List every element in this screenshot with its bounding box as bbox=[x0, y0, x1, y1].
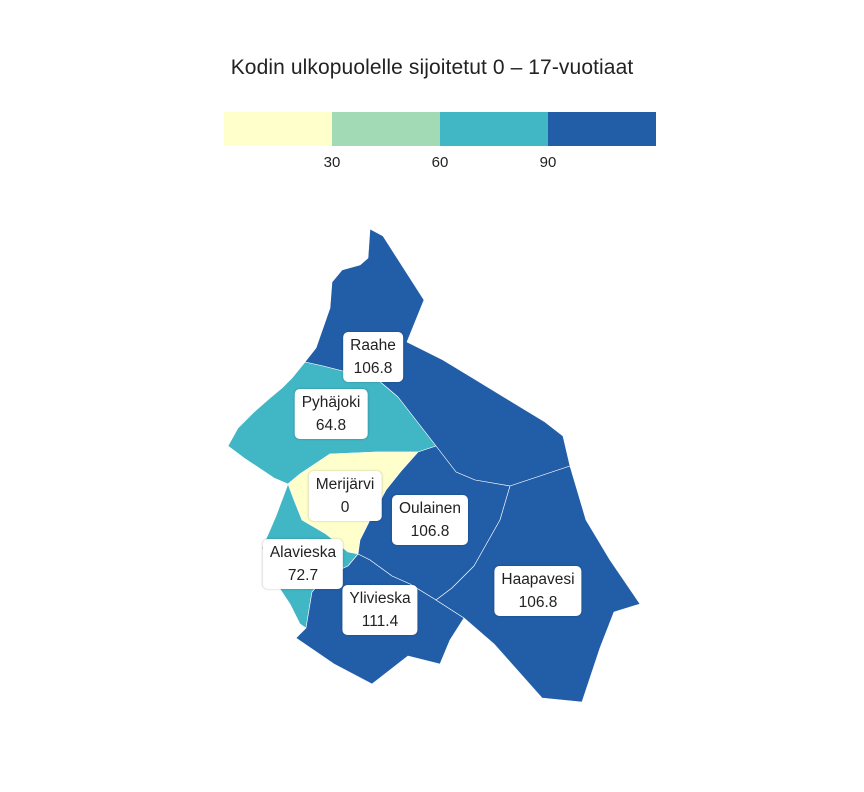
legend-swatch-4 bbox=[548, 112, 656, 146]
legend-swatch-1 bbox=[224, 112, 332, 146]
color-legend bbox=[224, 112, 656, 146]
municipality-value: 106.8 bbox=[518, 594, 558, 611]
municipality-name: Merijärvi bbox=[315, 476, 375, 493]
municipality-value: 106.8 bbox=[353, 360, 393, 377]
legend-tick: 60 bbox=[431, 154, 449, 171]
map-label-ylivieska: Ylivieska 111.4 bbox=[342, 585, 418, 635]
municipality-name: Alavieska bbox=[269, 544, 337, 561]
municipality-value: 106.8 bbox=[410, 523, 450, 540]
map-title: Kodin ulkopuolelle sijoitetut 0 – 17-vuo… bbox=[230, 56, 634, 79]
municipality-name: Pyhäjoki bbox=[301, 394, 361, 411]
legend-tick: 90 bbox=[539, 154, 557, 171]
municipality-value: 0 bbox=[340, 499, 350, 516]
map-label-merijarvi: Merijärvi 0 bbox=[308, 471, 382, 521]
map-label-pyhajoki: Pyhäjoki 64.8 bbox=[294, 389, 368, 439]
map-label-alavieska: Alavieska 72.7 bbox=[262, 539, 344, 589]
legend-swatch-3 bbox=[440, 112, 548, 146]
municipality-name: Ylivieska bbox=[349, 590, 411, 607]
municipality-value: 72.7 bbox=[287, 567, 319, 584]
legend-tick: 30 bbox=[323, 154, 341, 171]
map-label-haapavesi: Haapavesi 106.8 bbox=[494, 566, 582, 616]
map-label-oulainen: Oulainen 106.8 bbox=[391, 495, 469, 545]
map-label-raahe: Raahe 106.8 bbox=[343, 332, 403, 382]
municipality-value: 64.8 bbox=[315, 417, 347, 434]
legend-swatch-2 bbox=[332, 112, 440, 146]
legend-tick-labels: 30 60 90 bbox=[224, 154, 656, 174]
municipality-name: Oulainen bbox=[398, 500, 462, 517]
municipality-value: 111.4 bbox=[361, 613, 399, 630]
municipality-name: Haapavesi bbox=[501, 571, 575, 588]
municipality-name: Raahe bbox=[350, 337, 396, 354]
